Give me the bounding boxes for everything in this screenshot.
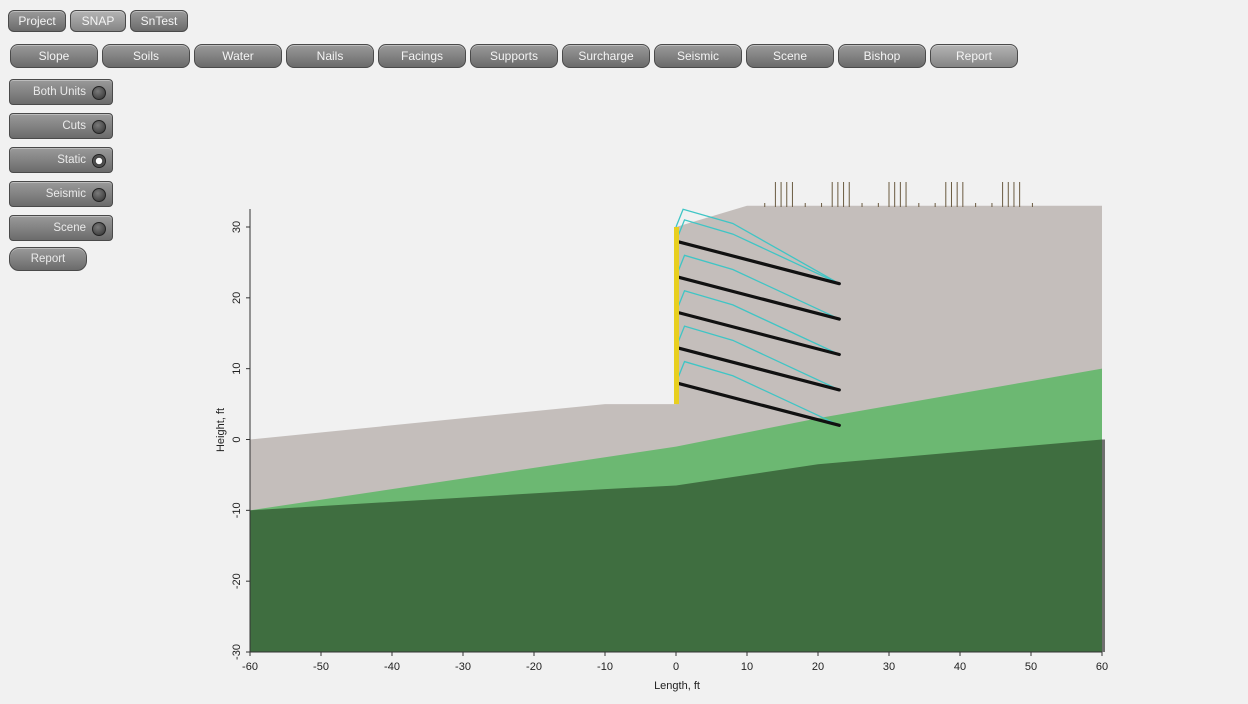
toggle-both-units[interactable]: Both Units — [9, 79, 113, 105]
y-tick-label: -20 — [231, 573, 243, 589]
side-report-button[interactable]: Report — [9, 247, 87, 271]
nail-force-line — [675, 219, 840, 285]
middle-soil-layer — [250, 368, 1102, 652]
radio-indicator-icon — [92, 154, 106, 168]
y-tick-label: -30 — [231, 644, 243, 660]
tab-facings[interactable]: Facings — [378, 44, 466, 68]
x-tick-label: 10 — [741, 661, 753, 673]
facing-wall — [674, 227, 679, 405]
radio-indicator-icon — [92, 222, 106, 236]
toggle-seismic[interactable]: Seismic — [9, 181, 113, 207]
toggle-label: Seismic — [45, 188, 86, 200]
sntest-button[interactable]: SnTest — [130, 10, 188, 32]
tab-surcharge[interactable]: Surcharge — [562, 44, 650, 68]
facing-force-line — [675, 208, 840, 285]
toggle-static[interactable]: Static — [9, 147, 113, 173]
tab-soils[interactable]: Soils — [102, 44, 190, 68]
block-edge — [1102, 439, 1105, 652]
radio-indicator-icon — [92, 86, 106, 100]
tab-bishop[interactable]: Bishop — [838, 44, 926, 68]
tab-report[interactable]: Report — [930, 44, 1018, 68]
tab-slope[interactable]: Slope — [10, 44, 98, 68]
x-tick-label: -10 — [597, 661, 613, 673]
x-axis-label: Length, ft — [654, 680, 700, 692]
nail-force-line — [675, 325, 840, 391]
x-tick-label: -50 — [313, 661, 329, 673]
soil-nail — [674, 310, 841, 357]
chart-axes: -60 -50 -40 -30 -20 -10 0 10 20 30 40 50 60 -30 -20 -10… — [231, 209, 1108, 673]
soil-nail — [674, 345, 841, 392]
soil-nail — [674, 274, 841, 321]
tab-nails[interactable]: Nails — [286, 44, 374, 68]
x-tick-label: -60 — [242, 661, 258, 673]
nail-force-line — [675, 289, 840, 356]
soil-layers — [250, 205, 1105, 652]
surcharge-marks — [764, 182, 1033, 207]
project-button[interactable]: Project — [8, 10, 66, 32]
nail-force-line — [675, 360, 840, 426]
tab-water[interactable]: Water — [194, 44, 282, 68]
y-tick-label: -10 — [231, 502, 243, 518]
snap-button[interactable]: SNAP — [70, 10, 126, 32]
soil-nails — [674, 239, 841, 427]
x-tick-label: -20 — [526, 661, 542, 673]
x-tick-label: 30 — [883, 661, 895, 673]
y-tick-label: 20 — [231, 292, 243, 304]
toggle-label: Static — [57, 154, 86, 166]
x-tick-label: 20 — [812, 661, 824, 673]
toggle-label: Cuts — [62, 120, 86, 132]
y-tick-label: 0 — [231, 436, 243, 442]
toggle-label: Both Units — [32, 86, 86, 98]
soil-nail — [674, 381, 841, 427]
lower-soil-layer — [250, 439, 1102, 652]
x-tick-label: -40 — [384, 661, 400, 673]
y-axis-label: Height, ft — [215, 408, 227, 452]
upper-soil-layer — [250, 205, 1102, 652]
toggle-label: Scene — [53, 222, 86, 234]
x-tick-label: 0 — [673, 661, 679, 673]
toggle-scene[interactable]: Scene — [9, 215, 113, 241]
tab-supports[interactable]: Supports — [470, 44, 558, 68]
facing-wall-panel — [674, 227, 679, 405]
x-tick-label: 50 — [1025, 661, 1037, 673]
toggle-cuts[interactable]: Cuts — [9, 113, 113, 139]
x-tick-label: 40 — [954, 661, 966, 673]
tab-seismic[interactable]: Seismic — [654, 44, 742, 68]
tab-scene[interactable]: Scene — [746, 44, 834, 68]
y-tick-label: 30 — [231, 221, 243, 233]
force-lines — [675, 208, 840, 426]
x-tick-label: 60 — [1096, 661, 1108, 673]
y-tick-label: 10 — [231, 363, 243, 375]
radio-indicator-icon — [92, 188, 106, 202]
x-tick-label: -30 — [455, 661, 471, 673]
soil-nail — [674, 239, 841, 286]
nail-force-line — [675, 254, 840, 320]
radio-indicator-icon — [92, 120, 106, 134]
